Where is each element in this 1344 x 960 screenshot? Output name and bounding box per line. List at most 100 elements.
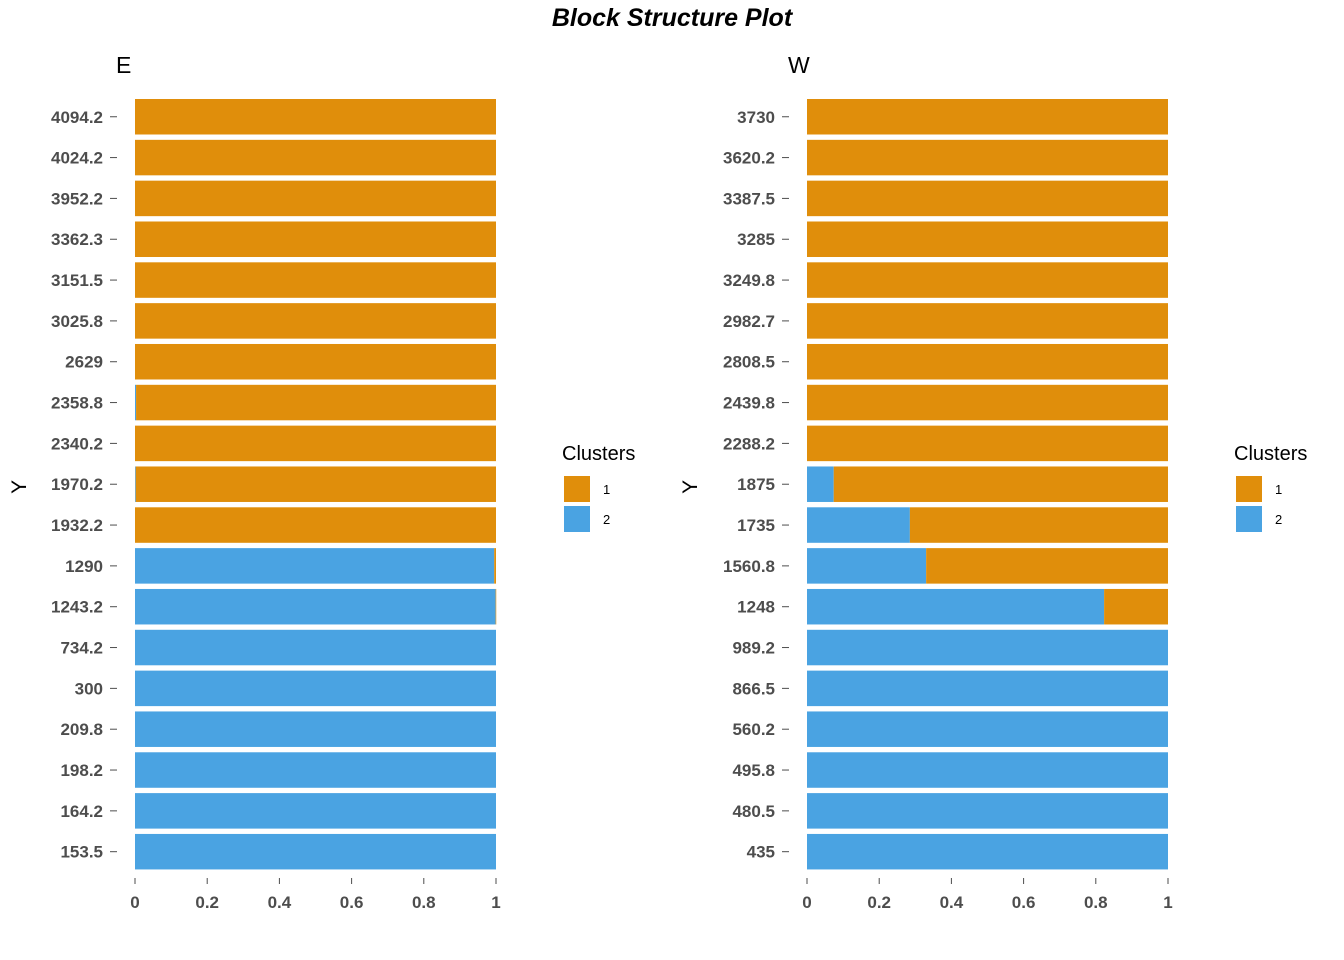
bar-segment-cluster-2 <box>135 384 137 421</box>
legend-swatch-cluster-1 <box>1236 476 1262 502</box>
legend-title: Clusters <box>562 443 635 465</box>
bar-segment-cluster-2 <box>135 548 495 584</box>
bar-segment-cluster-2 <box>135 793 496 829</box>
y-axis-label: Y <box>679 480 702 494</box>
y-tick-label: 153.5 <box>60 843 103 862</box>
legend-swatch-cluster-1 <box>564 476 590 502</box>
y-tick-label: 4094.2 <box>51 108 103 127</box>
y-tick-label: 164.2 <box>60 802 103 821</box>
legend-swatch-cluster-2 <box>564 506 590 532</box>
y-tick-label: 734.2 <box>60 639 103 658</box>
x-tick-label: 0 <box>130 893 139 912</box>
x-tick-label: 0.2 <box>867 893 891 912</box>
y-tick-label: 989.2 <box>732 639 775 658</box>
x-tick-label: 0.8 <box>412 893 436 912</box>
x-tick-label: 1 <box>1163 893 1172 912</box>
bar-segment-cluster-1 <box>1104 588 1168 625</box>
bar-segment-cluster-2 <box>807 670 1168 707</box>
panel-title: W <box>788 52 810 78</box>
bar-segment-cluster-1 <box>135 343 496 380</box>
bar-segment-cluster-2 <box>135 629 496 666</box>
bar-segment-cluster-2 <box>807 752 1168 788</box>
x-tick-label: 0.8 <box>1084 893 1108 912</box>
bar-segment-cluster-2 <box>807 588 1105 625</box>
legend: Clusters 1 2 <box>1234 443 1307 532</box>
bar-segment-cluster-2 <box>135 670 496 707</box>
y-tick-label: 198.2 <box>60 761 103 780</box>
bar-segment-cluster-2 <box>807 548 927 584</box>
x-tick-label: 1 <box>491 893 500 912</box>
bar-segment-cluster-2 <box>135 466 136 502</box>
y-tick-label: 1932.2 <box>51 516 103 535</box>
x-tick-label: 0.6 <box>340 893 364 912</box>
x-tick-label: 0.2 <box>195 893 219 912</box>
bar-segment-cluster-1 <box>807 425 1168 462</box>
x-tick-label: 0.4 <box>268 893 292 912</box>
bar-segment-cluster-1 <box>833 466 1168 502</box>
y-tick-label: 2358.8 <box>51 394 103 413</box>
y-tick-label: 1735 <box>737 516 775 535</box>
bar-segment-cluster-1 <box>807 139 1168 176</box>
y-tick-label: 1243.2 <box>51 598 103 617</box>
y-tick-label: 3362.3 <box>51 230 103 249</box>
bar-segment-cluster-1 <box>135 180 496 217</box>
y-tick-label: 3952.2 <box>51 189 103 208</box>
x-tick-label: 0 <box>802 893 811 912</box>
bar-segment-cluster-1 <box>807 303 1168 339</box>
bar-segment-cluster-1 <box>135 466 497 502</box>
bar-segment-cluster-1 <box>135 221 496 257</box>
legend-title: Clusters <box>1234 443 1307 465</box>
bar-segment-cluster-1 <box>135 262 496 298</box>
y-tick-label: 3620.2 <box>723 149 775 168</box>
bar-segment-cluster-1 <box>807 99 1168 135</box>
bar-segment-cluster-1 <box>136 384 496 421</box>
bar-segment-cluster-1 <box>135 507 496 543</box>
bar-segment-cluster-1 <box>494 548 496 584</box>
y-tick-label: 1290 <box>65 557 103 576</box>
legend-swatch-cluster-2 <box>1236 506 1262 532</box>
y-tick-label: 4024.2 <box>51 149 103 168</box>
y-tick-label: 2808.5 <box>723 353 775 372</box>
legend-label: 1 <box>1275 482 1282 497</box>
legend: Clusters 1 2 <box>562 443 635 532</box>
y-tick-label: 1970.2 <box>51 475 103 494</box>
bar-segment-cluster-2 <box>807 629 1168 666</box>
y-tick-label: 3249.8 <box>723 271 775 290</box>
bar-segment-cluster-1 <box>807 262 1168 298</box>
bar-segment-cluster-2 <box>135 711 496 747</box>
y-tick-label: 435 <box>747 843 775 862</box>
y-tick-label: 2629 <box>65 353 103 372</box>
y-tick-label: 2982.7 <box>723 312 775 331</box>
y-tick-label: 3285 <box>737 230 775 249</box>
bar-segment-cluster-2 <box>807 507 910 543</box>
y-tick-label: 560.2 <box>732 720 775 739</box>
bar-segment-cluster-2 <box>807 711 1168 747</box>
y-axis-label: Y <box>8 480 31 494</box>
bar-segment-cluster-2 <box>135 833 496 870</box>
y-tick-label: 3730 <box>737 108 775 127</box>
bar-segment-cluster-2 <box>135 588 496 625</box>
chart-title: Block Structure Plot <box>551 4 793 32</box>
legend-label: 2 <box>603 512 610 527</box>
y-tick-label: 3151.5 <box>51 271 103 290</box>
bar-segment-cluster-1 <box>807 343 1168 380</box>
panel-w: W Y 3730 3620.2 3387.5 3285 3249.8 2982.7 2808.5… <box>679 52 1307 912</box>
x-tick-label: 0.4 <box>940 893 964 912</box>
y-tick-label: 2288.2 <box>723 434 775 453</box>
y-tick-label: 1875 <box>737 475 775 494</box>
bar-segment-cluster-1 <box>135 425 496 462</box>
y-tick-label: 495.8 <box>732 761 775 780</box>
y-tick-label: 3387.5 <box>723 189 775 208</box>
y-tick-label: 480.5 <box>732 802 775 821</box>
y-tick-label: 300 <box>75 679 103 698</box>
bar-segment-cluster-1 <box>807 180 1168 217</box>
bar-segment-cluster-2 <box>807 466 834 502</box>
panel-e: E Y 4094.2 4024.2 3952.2 3362.3 3151.5 3025.8 26… <box>8 52 635 912</box>
bar-segment-cluster-1 <box>135 303 496 339</box>
bar-segment-cluster-1 <box>926 548 1168 584</box>
y-tick-label: 1560.8 <box>723 557 775 576</box>
bar-segment-cluster-1 <box>807 221 1168 257</box>
y-tick-label: 1248 <box>737 598 775 617</box>
y-tick-label: 866.5 <box>732 679 775 698</box>
y-tick-label: 3025.8 <box>51 312 103 331</box>
